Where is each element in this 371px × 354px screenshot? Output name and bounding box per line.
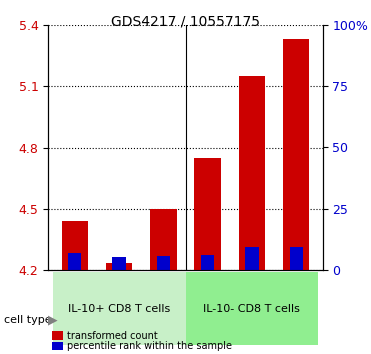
Text: percentile rank within the sample: percentile rank within the sample (67, 341, 232, 351)
Bar (157, 256, 170, 270)
Bar (68, 253, 82, 270)
Bar (245, 247, 259, 270)
FancyBboxPatch shape (186, 272, 318, 346)
Bar (150, 209, 177, 270)
Text: IL-10- CD8 T cells: IL-10- CD8 T cells (203, 304, 301, 314)
Text: ▶: ▶ (48, 314, 58, 327)
Bar (289, 247, 303, 270)
FancyBboxPatch shape (53, 272, 185, 346)
Bar (106, 263, 132, 270)
Text: cell type: cell type (4, 315, 51, 325)
Bar (239, 76, 265, 270)
Bar (201, 255, 214, 270)
Bar (194, 158, 221, 270)
Text: IL-10+ CD8 T cells: IL-10+ CD8 T cells (68, 304, 170, 314)
Bar (62, 221, 88, 270)
Text: transformed count: transformed count (67, 331, 158, 341)
Bar (283, 39, 309, 270)
Text: GDS4217 / 10557175: GDS4217 / 10557175 (111, 14, 260, 28)
Bar (112, 257, 126, 270)
